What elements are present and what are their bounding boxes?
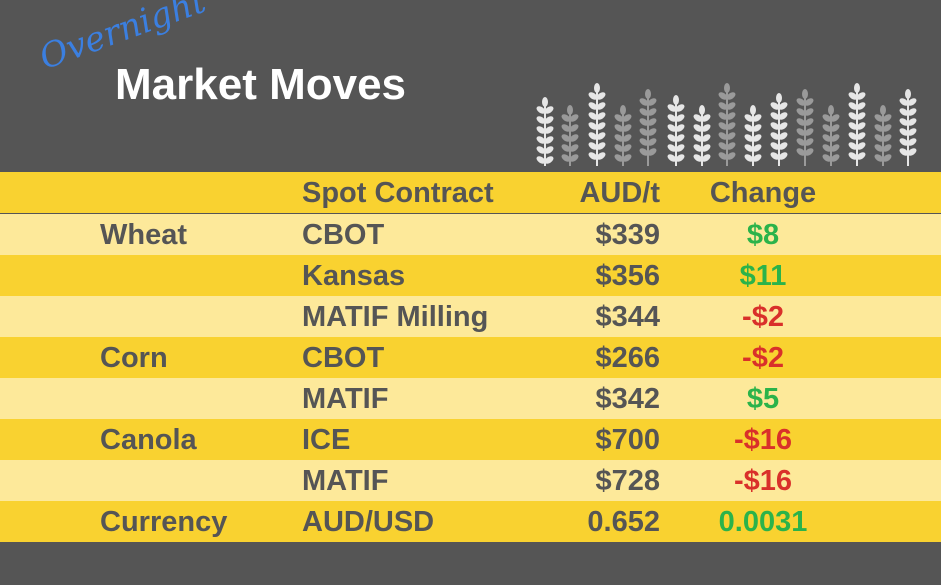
- price: 0.652: [587, 506, 660, 538]
- contract: Kansas: [302, 260, 406, 292]
- price: $356: [595, 260, 660, 292]
- wheat-stalk: [744, 105, 762, 166]
- table-row: MATIF Milling $344 -$2: [0, 296, 941, 337]
- change: $8: [746, 219, 780, 251]
- wheat-stalk: [848, 83, 866, 166]
- table-row: MATIF $728 -$16: [0, 460, 941, 501]
- wheat-stalk: [667, 95, 685, 166]
- price: $266: [595, 342, 660, 374]
- contract: CBOT: [302, 342, 385, 374]
- commodity: Wheat: [100, 219, 187, 251]
- change: -$2: [742, 342, 784, 374]
- commodity: Canola: [100, 424, 197, 456]
- price: $339: [595, 219, 660, 251]
- change: $11: [739, 260, 787, 292]
- wheat-icons: [536, 83, 917, 166]
- wheat-stalk: [874, 105, 892, 166]
- price: $700: [595, 424, 660, 456]
- table-row: Currency AUD/USD 0.652 0.0031: [0, 501, 941, 542]
- table-row: Kansas $356 $11: [0, 255, 941, 296]
- price: $728: [595, 465, 660, 497]
- wheat-stalk: [536, 97, 554, 166]
- wheat-stalk: [693, 105, 711, 166]
- change: -$2: [742, 301, 784, 333]
- contract: AUD/USD: [302, 506, 435, 538]
- contract: MATIF: [302, 465, 389, 497]
- price: $344: [595, 301, 660, 333]
- title: Market Moves: [115, 60, 407, 109]
- commodity: Corn: [100, 342, 168, 374]
- header-row: Spot Contract AUD/t Change: [0, 172, 941, 213]
- change: -$16: [733, 424, 793, 456]
- contract: MATIF: [302, 383, 389, 415]
- header: Overnight Market Moves: [0, 0, 941, 172]
- change: -$16: [733, 465, 793, 497]
- wheat-stalk: [718, 83, 736, 166]
- table-row: MATIF $342 $5: [0, 378, 941, 419]
- wheat-stalk: [899, 89, 917, 166]
- wheat-stalk: [770, 93, 788, 166]
- wheat-stalk: [639, 89, 657, 166]
- wheat-stalk: [796, 89, 814, 166]
- column-header: Spot Contract: [302, 177, 494, 209]
- wheat-stalk: [822, 105, 840, 166]
- table-row: Canola ICE $700 -$16: [0, 419, 941, 460]
- column-header: AUD/t: [579, 177, 660, 209]
- table-row: Wheat CBOT $339 $8: [0, 214, 941, 255]
- wheat-stalk: [588, 83, 606, 166]
- change: $5: [746, 383, 780, 415]
- column-header: Change: [709, 177, 817, 209]
- change: 0.0031: [718, 506, 808, 538]
- wheat-stalk: [561, 105, 579, 166]
- contract: CBOT: [302, 219, 385, 251]
- commodity: Currency: [100, 506, 228, 538]
- wheat-stalk: [614, 105, 632, 166]
- price: $342: [595, 383, 660, 415]
- contract: MATIF Milling: [302, 301, 489, 333]
- contract: ICE: [302, 424, 351, 456]
- table-row: Corn CBOT $266 -$2: [0, 337, 941, 378]
